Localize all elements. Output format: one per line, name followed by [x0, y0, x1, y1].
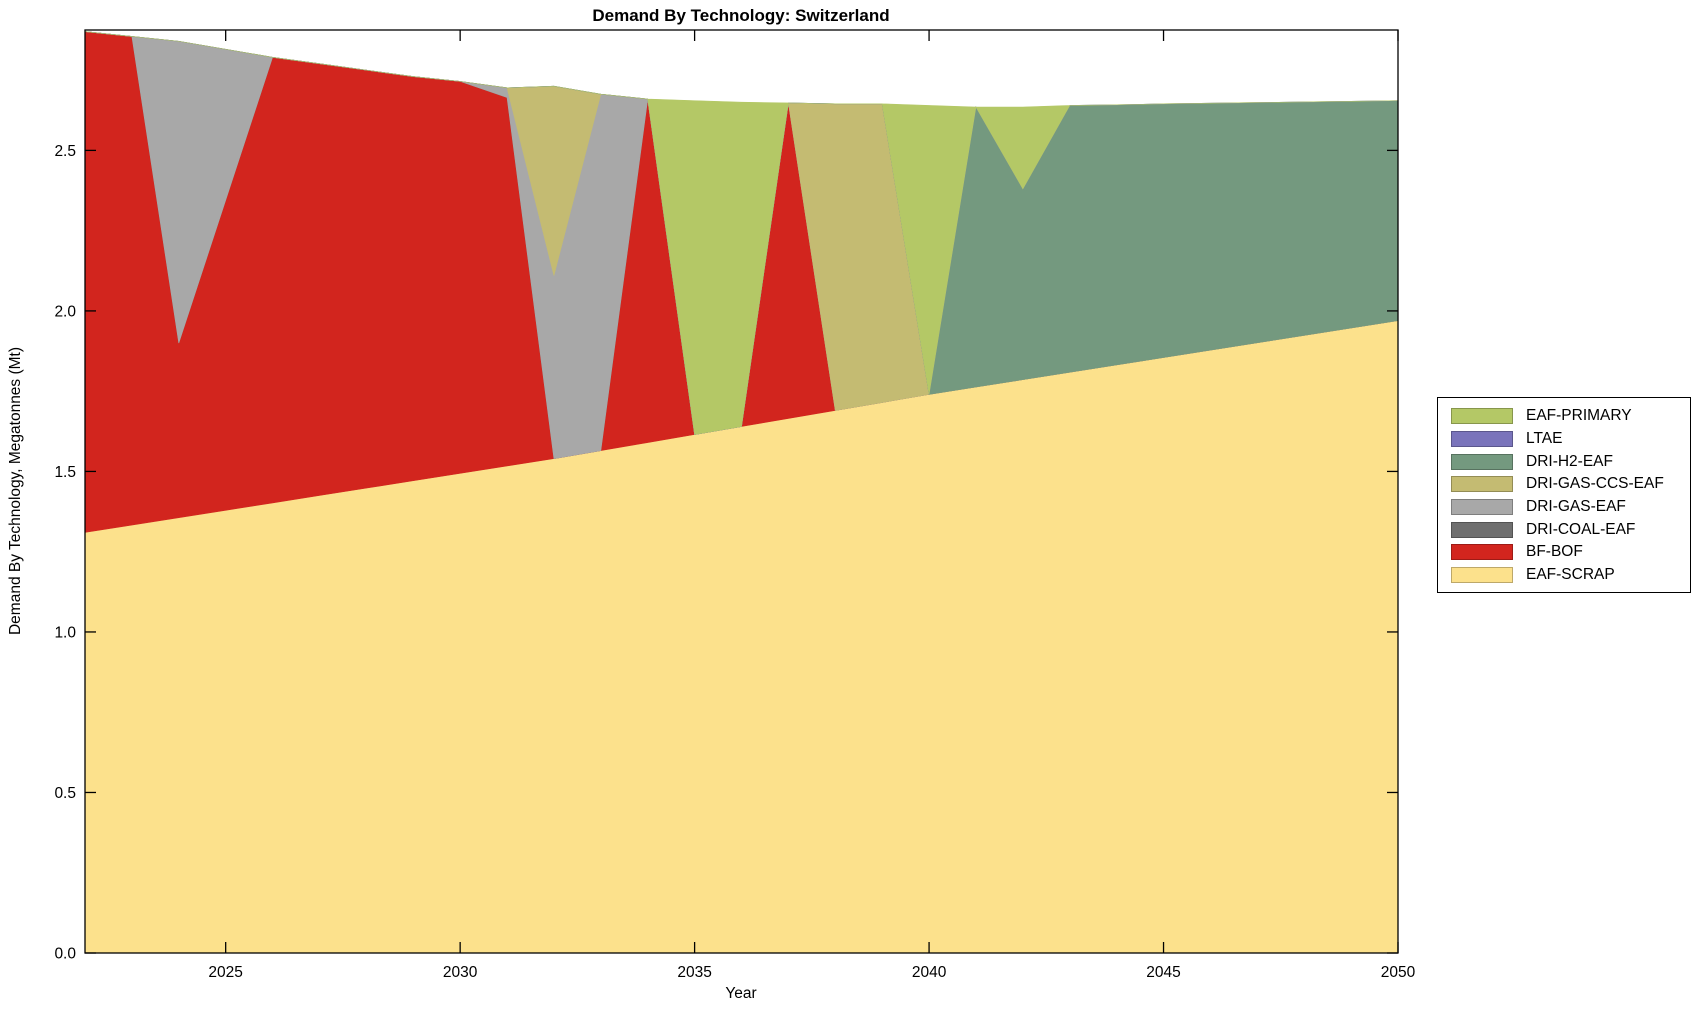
- legend-item-dri-h2-eaf: DRI-H2-EAF: [1438, 450, 1690, 473]
- y-tick-label: 0.5: [54, 785, 76, 802]
- legend-item-bf-bof: BF-BOF: [1438, 541, 1690, 564]
- y-axis-label: Demand By Technology, Megatonnes (Mt): [7, 347, 24, 635]
- y-tick-label: 1.0: [54, 624, 76, 641]
- plot-border: [84, 29, 1399, 954]
- legend-item-dri-coal-eaf: DRI-COAL-EAF: [1438, 518, 1690, 541]
- legend-item-dri-gas-eaf: DRI-GAS-EAF: [1438, 496, 1690, 519]
- y-tick-label: 2.0: [54, 303, 76, 320]
- legend-swatch-dri-coal-eaf: [1451, 521, 1513, 538]
- legend-swatch-eaf-scrap: [1451, 567, 1513, 584]
- legend-label: DRI-GAS-EAF: [1526, 498, 1626, 516]
- axis-ticks: 2025 2030 2035 2040 2045 2050 0.0 0.5 1.0 1.5 2.0 2…: [54, 30, 1416, 981]
- legend-box: EAF-PRIMARY LTAE DRI-H2-EAF DRI-GAS-CCS-EAF…: [1437, 397, 1691, 593]
- x-tick-label: 2040: [912, 964, 947, 981]
- y-tick-label: 0.0: [54, 946, 76, 963]
- y-tick-label: 2.5: [54, 143, 76, 160]
- legend-swatch-eaf-primary: [1451, 408, 1513, 425]
- legend-swatch-dri-h2-eaf: [1451, 453, 1513, 470]
- legend-swatch-bf-bof: [1451, 544, 1513, 561]
- legend-item-eaf-scrap: EAF-SCRAP: [1438, 564, 1690, 587]
- chart-title: Demand By Technology: Switzerland: [592, 6, 889, 25]
- stacked-areas: [84, 31, 1399, 954]
- y-tick-label: 1.5: [54, 464, 76, 481]
- x-axis-label: Year: [725, 985, 756, 1002]
- x-tick-label: 2050: [1381, 964, 1416, 981]
- legend-item-dri-gas-ccs-eaf: DRI-GAS-CCS-EAF: [1438, 473, 1690, 496]
- x-tick-label: 2030: [443, 964, 478, 981]
- legend-label: DRI-COAL-EAF: [1526, 520, 1636, 538]
- legend-item-ltae: LTAE: [1438, 428, 1690, 451]
- legend-label: DRI-H2-EAF: [1526, 452, 1613, 470]
- x-tick-label: 2045: [1146, 964, 1180, 981]
- legend-label: DRI-GAS-CCS-EAF: [1526, 475, 1664, 493]
- legend-swatch-dri-gas-eaf: [1451, 499, 1513, 516]
- legend-label: LTAE: [1526, 430, 1563, 448]
- legend-swatch-dri-gas-ccs-eaf: [1451, 476, 1513, 493]
- x-tick-label: 2025: [208, 964, 242, 981]
- legend-swatch-ltae: [1451, 431, 1513, 448]
- legend-label: BF-BOF: [1526, 543, 1583, 561]
- legend-label: EAF-PRIMARY: [1526, 407, 1632, 425]
- legend-item-eaf-primary: EAF-PRIMARY: [1438, 405, 1690, 428]
- legend-label: EAF-SCRAP: [1526, 566, 1615, 584]
- x-tick-label: 2035: [677, 964, 711, 981]
